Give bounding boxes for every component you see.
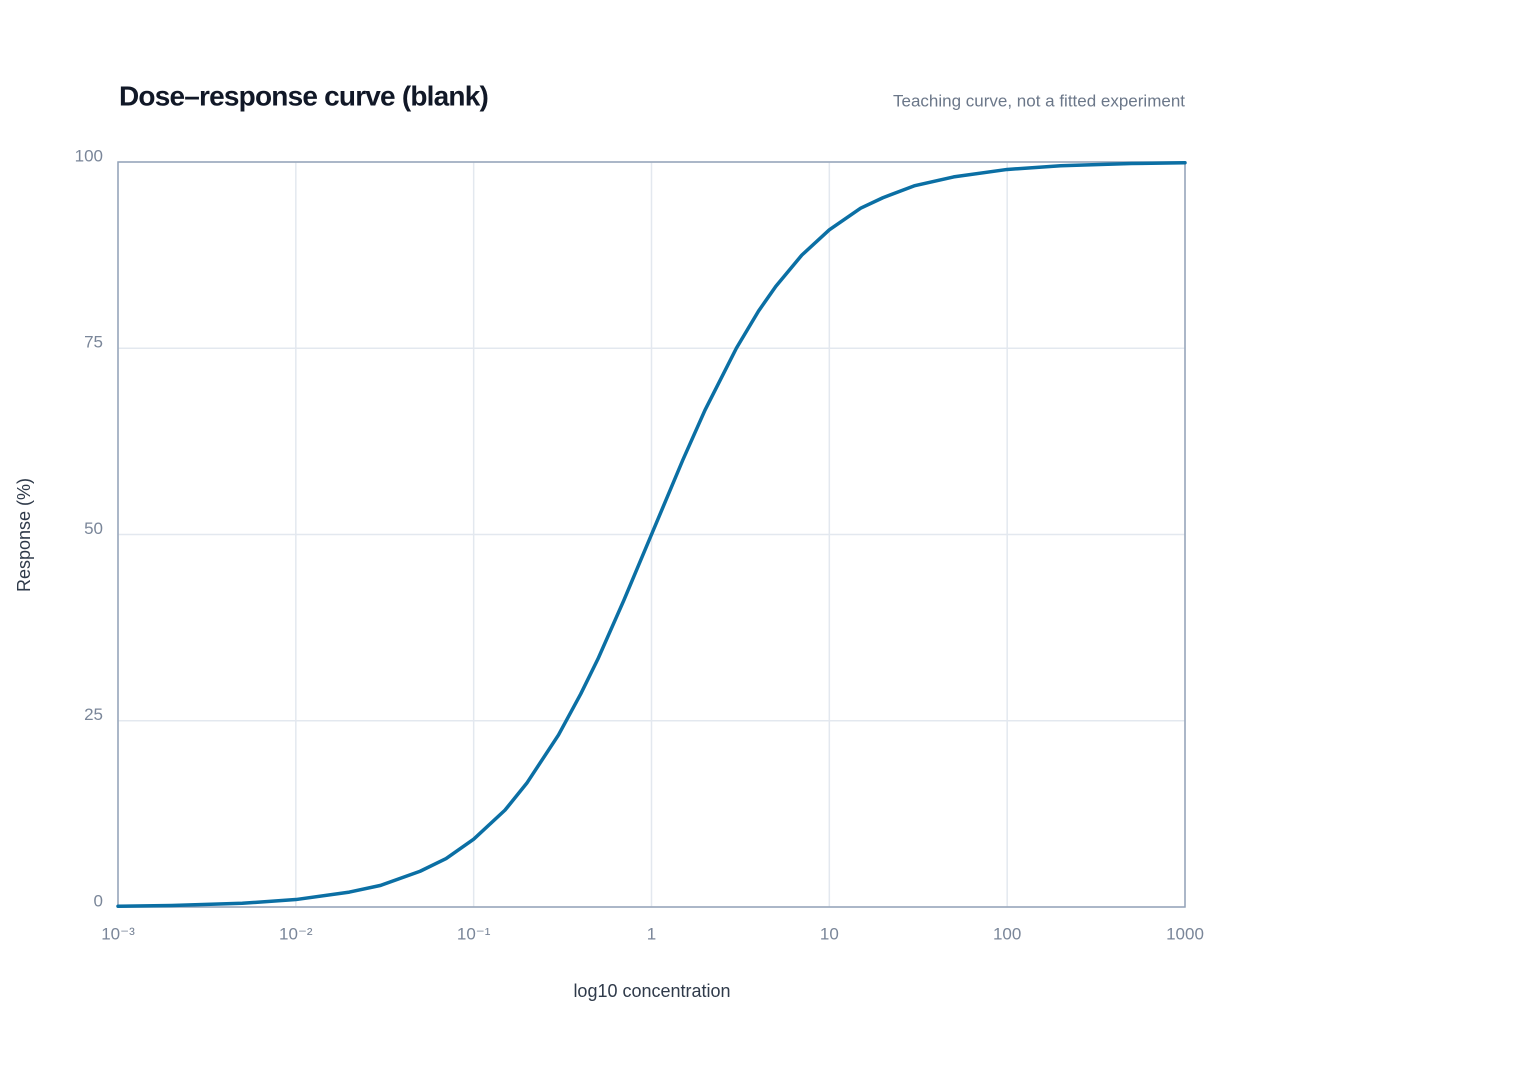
plot-frame	[117, 161, 1186, 908]
x-tick-label: 10⁻²	[279, 924, 313, 943]
y-axis-label: Response (%)	[14, 478, 34, 592]
y-tick-label: 0	[94, 891, 103, 910]
x-tick-label: 10⁻¹	[457, 924, 491, 943]
plot-area	[116, 160, 1187, 908]
x-tick-label: 10	[820, 924, 839, 943]
grid: 0 25 50 75 100 10⁻³ 10⁻² 10⁻¹ 1 10 100 1000	[75, 146, 1204, 943]
y-tick-label: 100	[75, 146, 103, 165]
y-tick-label: 75	[84, 333, 103, 352]
y-tick-label: 25	[84, 705, 103, 724]
x-axis-label: log10 concentration	[573, 981, 730, 1001]
x-tick-label: 100	[993, 924, 1021, 943]
x-tick-label: 1000	[1166, 924, 1204, 943]
chart-subtitle: Teaching curve, not a fitted experiment	[893, 91, 1185, 110]
x-tick-label: 1	[647, 924, 656, 943]
chart-title: Dose–response curve (blank)	[119, 80, 488, 111]
x-tick-label: 10⁻³	[101, 924, 135, 943]
response-curve	[116, 160, 1187, 908]
y-tick-label: 50	[84, 519, 103, 538]
